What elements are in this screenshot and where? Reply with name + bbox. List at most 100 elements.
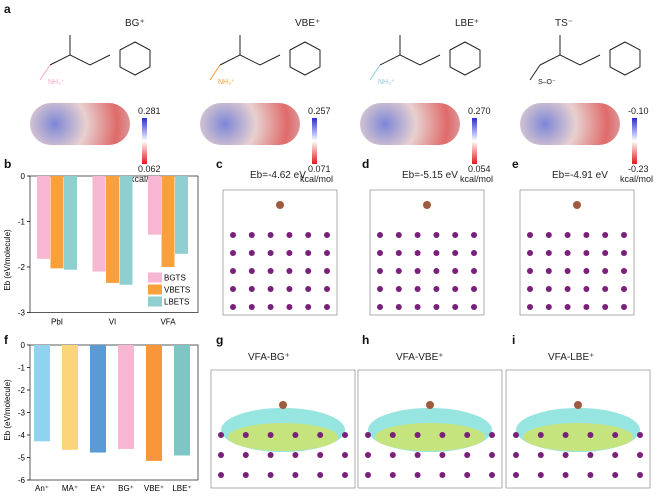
atom-iodine <box>248 268 255 274</box>
atom-iodine <box>317 432 324 438</box>
atom-iodine <box>389 472 396 478</box>
colorbar-min: 0.054 <box>468 164 491 174</box>
atom-iodine <box>537 432 544 438</box>
colorbar-max: 0.257 <box>308 106 331 116</box>
atom-iodine <box>637 432 643 438</box>
x-tick-label: PbI <box>51 318 63 327</box>
atom-iodine <box>433 232 440 238</box>
bar-VBETS <box>161 176 175 267</box>
molecule-2: LBE⁺ NH₃⁺ 0.270 0.054 kcal/mol <box>350 0 500 184</box>
bar-VBETS <box>50 176 64 269</box>
atom-iodine <box>267 268 274 274</box>
esp-surface <box>200 103 300 145</box>
atom-iodine <box>545 286 552 292</box>
binding-energy-c: Eb=-4.62 eV <box>250 170 306 181</box>
atom-iodine <box>587 452 594 458</box>
slab-structure <box>505 369 651 489</box>
cell-box <box>519 189 635 316</box>
bar-VBETS <box>106 176 119 283</box>
atom-iodine <box>471 232 477 238</box>
colorbar-min: 0.062 <box>138 164 161 174</box>
x-tick-label: BG⁺ <box>118 484 134 493</box>
atom-iodine <box>414 268 421 274</box>
atom-iodine <box>248 304 255 310</box>
cell-box <box>505 369 651 489</box>
colorbar <box>632 118 637 164</box>
molecule-3: TS⁻ S–O⁻ -0.10 -0.23 kcal/mol <box>510 0 660 184</box>
atom-iodine <box>230 286 236 292</box>
adsorbed-molecule <box>279 401 287 409</box>
charge-title-h: VFA-VBE⁺ <box>396 352 444 363</box>
y-tick-label: -6 <box>18 476 26 485</box>
esp-surface <box>520 103 620 145</box>
fragment-label: NH₃⁺ <box>48 79 65 86</box>
molecule-0: BG⁺ NH₃⁺ 0.281 0.062 kcal/mol <box>20 0 170 184</box>
atom-iodine <box>377 250 383 256</box>
atom-iodine <box>218 472 224 478</box>
atom-iodine <box>342 452 348 458</box>
atom-iodine <box>286 250 293 256</box>
atom-iodine <box>564 268 571 274</box>
atom-iodine <box>583 304 590 310</box>
colorbar-min: 0.071 <box>308 164 331 174</box>
atom-iodine <box>471 286 477 292</box>
legend-label: LBETS <box>164 298 189 307</box>
atom-iodine <box>292 472 299 478</box>
atom-iodine <box>537 472 544 478</box>
colorbar <box>142 118 147 164</box>
y-tick-label: -2 <box>18 263 26 272</box>
plot-frame <box>29 344 199 481</box>
atom-iodine <box>564 286 571 292</box>
atom-iodine <box>305 232 312 238</box>
atom-iodine <box>562 432 569 438</box>
atom-iodine <box>621 250 627 256</box>
cell-box <box>357 369 503 489</box>
atom-iodine <box>414 232 421 238</box>
atom-iodine <box>324 286 330 292</box>
atom-iodine <box>395 250 402 256</box>
atom-iodine <box>439 432 446 438</box>
bar-4 <box>146 345 162 461</box>
atom-iodine <box>527 250 533 256</box>
atom-iodine <box>365 432 371 438</box>
atom-iodine <box>564 304 571 310</box>
panel-label-a: a <box>4 2 11 16</box>
slab-structure <box>357 369 503 489</box>
y-tick-label: 0 <box>21 172 26 181</box>
atom-iodine <box>583 268 590 274</box>
y-tick-label: 0 <box>21 341 26 350</box>
atom-iodine <box>612 472 619 478</box>
atom-iodine <box>395 268 402 274</box>
y-tick-label: -4 <box>18 431 26 440</box>
atom-iodine <box>452 268 459 274</box>
atom-iodine <box>513 472 519 478</box>
atom-iodine <box>513 432 519 438</box>
atom-iodine <box>414 432 421 438</box>
bar-1 <box>62 345 78 450</box>
atom-iodine <box>527 232 533 238</box>
colorbar-max: -0.10 <box>628 106 649 116</box>
atom-iodine <box>414 250 421 256</box>
atom-iodine <box>365 472 371 478</box>
bar-5 <box>174 345 190 456</box>
x-tick-label: VFA <box>160 318 176 327</box>
atom-iodine <box>395 304 402 310</box>
atom-iodine <box>286 304 293 310</box>
y-tick-label: -3 <box>18 409 26 418</box>
x-tick-label: An⁺ <box>35 484 49 493</box>
atom-iodine <box>242 452 249 458</box>
panel-label-d: d <box>362 157 370 171</box>
atom-iodine <box>230 268 236 274</box>
atom-iodine <box>545 268 552 274</box>
y-tick-label: -2 <box>18 386 26 395</box>
atom-iodine <box>342 472 348 478</box>
atom-iodine <box>433 304 440 310</box>
atom-iodine <box>602 286 609 292</box>
colorbar-max: 0.270 <box>468 106 491 116</box>
panel-label-f: f <box>4 333 8 347</box>
atom-iodine <box>583 250 590 256</box>
atom-iodine <box>395 286 402 292</box>
atom-iodine <box>452 232 459 238</box>
